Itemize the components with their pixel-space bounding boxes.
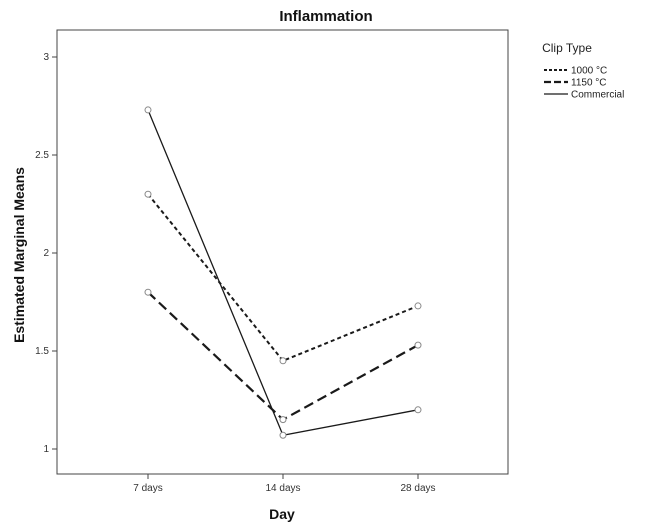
y-tick-label: 2 (43, 248, 49, 259)
series-dashed (144, 288, 422, 424)
y-axis-title: Estimated Marginal Means (11, 167, 27, 343)
data-point (279, 357, 287, 365)
x-tick-label: 28 days (400, 483, 435, 494)
data-point (414, 302, 422, 310)
data-point (144, 106, 152, 114)
series-solid (144, 106, 422, 439)
chart-title: Inflammation (279, 8, 372, 25)
y-tick-label: 2.5 (35, 150, 49, 161)
series-dotted (144, 190, 422, 365)
legend-label: 1000 °C (571, 66, 607, 77)
y-tick-label: 1 (43, 444, 49, 455)
legend-label: 1150 °C (571, 78, 607, 89)
y-tick-label: 3 (43, 52, 49, 63)
x-tick-label: 14 days (265, 483, 300, 494)
data-point (144, 190, 152, 198)
data-point (414, 341, 422, 349)
legend-label: Commercial (571, 90, 624, 101)
data-point (279, 416, 287, 424)
series-line (147, 193, 419, 363)
data-point (144, 288, 152, 296)
data-point (414, 406, 422, 414)
series-layer (144, 106, 422, 439)
legend-title: Clip Type (542, 41, 592, 55)
x-axis-ticks: 7 days 14 days 28 days (133, 474, 436, 494)
x-tick-label: 7 days (133, 483, 162, 494)
x-axis-title: Day (269, 506, 295, 522)
y-axis-ticks: 1 1.5 2 2.5 3 (35, 52, 57, 455)
y-tick-label: 1.5 (35, 346, 49, 357)
data-point (279, 431, 287, 439)
